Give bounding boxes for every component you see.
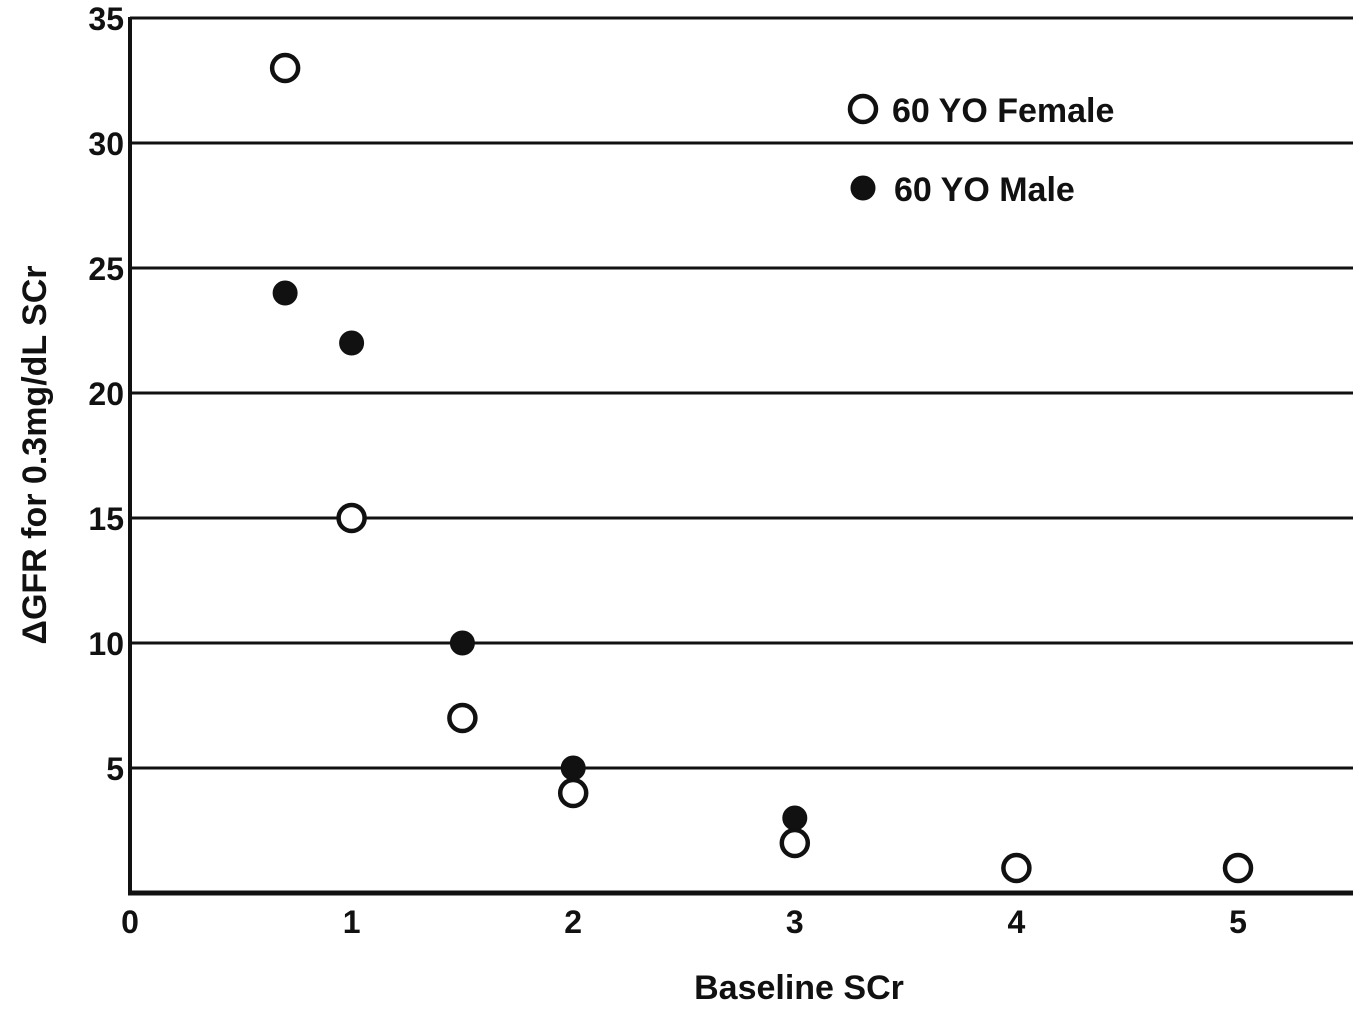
female-point-2: [447, 702, 478, 734]
y-tick-label-6: 35: [88, 1, 124, 37]
x-tick-label-5: 5: [1229, 904, 1247, 940]
female-point-6: [1222, 852, 1254, 884]
y-tick-label-5: 30: [88, 126, 124, 162]
x-axis-title: Baseline SCr: [694, 969, 904, 1007]
male-point-2: [449, 630, 475, 656]
y-tick-label-2: 15: [88, 501, 124, 537]
y-tick-label-0: 5: [106, 751, 124, 787]
y-tick-label-1: 10: [88, 626, 124, 662]
legend-marker-female: [847, 93, 879, 125]
legend-label-female: 60 YO Female: [892, 92, 1114, 130]
female-point-5: [1001, 852, 1032, 884]
y-tick-label-4: 25: [88, 251, 124, 287]
gridlines: [130, 16, 1353, 770]
y-tick-label-3: 20: [88, 376, 124, 412]
female-point-0: [269, 52, 301, 84]
female-point-1: [336, 502, 367, 534]
male-point-4: [782, 805, 808, 831]
x-tick-label-2: 2: [564, 904, 582, 940]
x-tick-label-4: 4: [1008, 904, 1026, 940]
legend: 60 YO Female 60 YO Male: [847, 92, 1114, 209]
male-point-3: [560, 755, 586, 781]
male-point-1: [339, 330, 365, 356]
data-points: [269, 52, 1254, 884]
axes: [128, 17, 1353, 896]
x-tick-label-3: 3: [786, 904, 804, 940]
x-tick-label-1: 1: [343, 904, 361, 940]
y-axis-title: ΔGFR for 0.3mg/dL SCr: [16, 266, 54, 645]
female-point-3: [557, 777, 589, 809]
x-tick-label-0: 0: [121, 904, 139, 940]
legend-label-male: 60 YO Male: [894, 171, 1075, 209]
tick-labels: 5 10 15 20 25 30 35 0 1 2 3 4 5: [88, 1, 1246, 940]
female-point-4: [779, 827, 811, 859]
legend-marker-male: [850, 175, 876, 201]
male-point-0: [272, 280, 298, 306]
